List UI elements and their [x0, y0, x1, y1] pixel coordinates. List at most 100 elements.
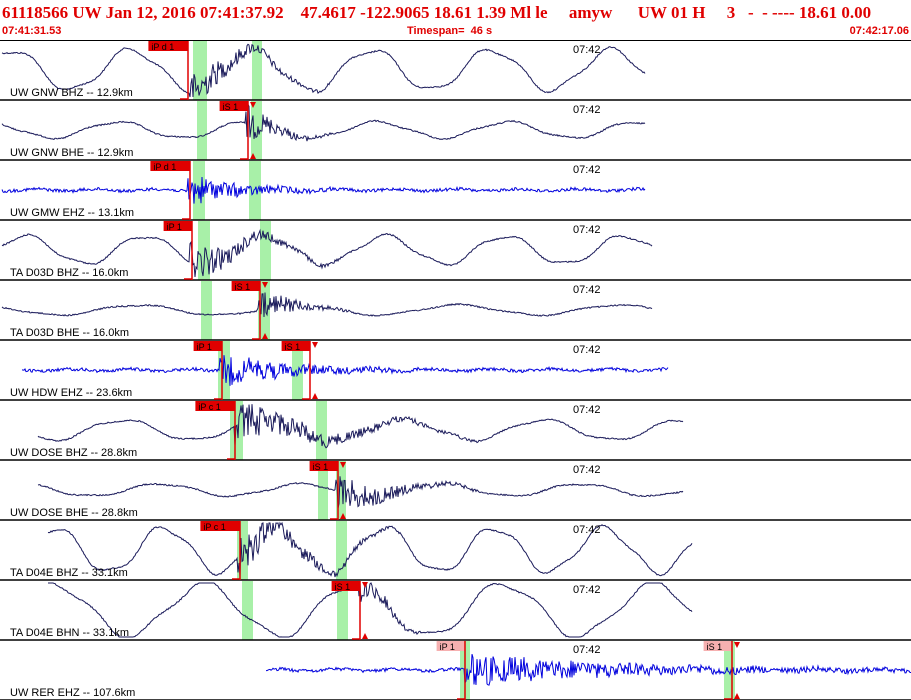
pick-tag: [163, 221, 192, 231]
waveform-trace: [1, 228, 653, 278]
channel-label: UW HDW EHZ -- 23.6km: [10, 387, 132, 399]
pick-tag: [193, 341, 222, 351]
s-pick-marker[interactable]: iS 1: [231, 281, 268, 340]
time-marker: 07:42: [573, 344, 601, 356]
pick-label: iP 1: [167, 222, 182, 232]
channel-row[interactable]: 07:42 iS 1 UW DOSE BHE -- 28.8km: [0, 461, 911, 521]
time-marker: 07:42: [573, 104, 601, 116]
event-header: 61118566 UW Jan 12, 2016 07:41:37.92 47.…: [0, 0, 911, 40]
pick-window: [218, 341, 230, 400]
event-summary: 61118566 UW Jan 12, 2016 07:41:37.92 47.…: [2, 3, 872, 22]
waveform-trace: [47, 521, 693, 578]
pick-tag: [195, 401, 235, 411]
time-marker: 07:42: [573, 44, 601, 56]
pick-tag: [150, 161, 190, 171]
pick-window: [318, 461, 328, 520]
time-marker: 07:42: [573, 584, 601, 596]
triangle-down-icon: [362, 582, 368, 588]
channel-row[interactable]: 07:42 iS 1 TA D03D BHE -- 16.0km: [0, 281, 911, 341]
channel-label: TA D03D BHE -- 16.0km: [10, 327, 129, 339]
pick-window: [197, 101, 207, 160]
waveform-trace: [1, 102, 646, 142]
p-pick-marker[interactable]: iP 1: [193, 341, 223, 400]
pick-label: iS 1: [707, 642, 723, 652]
p-pick-marker[interactable]: iP d 1: [148, 41, 189, 100]
triangle-down-icon: [340, 462, 346, 468]
p-pick-marker[interactable]: iP c 1: [200, 521, 241, 580]
p-pick-marker[interactable]: iP 1: [163, 221, 193, 280]
pick-window: [337, 581, 348, 640]
pick-label: iS 1: [223, 102, 239, 112]
s-pick-marker[interactable]: iS 1: [219, 101, 256, 160]
s-pick-marker[interactable]: iS 1: [331, 581, 368, 640]
triangle-up-icon: [312, 393, 318, 399]
channel-row[interactable]: 07:42 iP d 1 UW GMW EHZ -- 13.1km: [0, 161, 911, 221]
triangle-up-icon: [362, 633, 368, 639]
waveform-trace: [1, 176, 646, 204]
triangle-up-icon: [340, 513, 346, 519]
pick-window: [251, 101, 262, 160]
time-marker: 07:42: [573, 164, 601, 176]
channel-label: UW GMW EHZ -- 13.1km: [10, 207, 134, 219]
pick-window: [242, 581, 253, 640]
channel-row[interactable]: 07:42 iP c 1 TA D04E BHZ -- 33.1km: [0, 521, 911, 581]
channel-label: UW DOSE BHE -- 28.8km: [10, 507, 138, 519]
p-pick-marker[interactable]: iP d 1: [150, 161, 191, 220]
channel-row[interactable]: 07:42 iP 1 TA D03D BHZ -- 16.0km: [0, 221, 911, 281]
channel-label: TA D04E BHZ -- 33.1km: [10, 567, 128, 579]
pick-window: [249, 161, 261, 220]
channel-row[interactable]: 07:42 iP 1 iS 1 UW RER EHZ -- 107.6km: [0, 641, 911, 700]
start-time: 07:41:31.53: [2, 25, 62, 37]
s-pick-marker[interactable]: iS 1: [309, 461, 346, 520]
pick-label: iP c 1: [203, 522, 225, 532]
s-pick-marker[interactable]: iS 1: [281, 341, 318, 400]
channel-label: UW GNW BHE -- 12.9km: [10, 147, 133, 159]
channel-row[interactable]: 07:42 iS 1 TA D04E BHN -- 33.1km: [0, 581, 911, 641]
pick-tag: [309, 461, 338, 471]
channel-label: UW DOSE BHZ -- 28.8km: [10, 447, 137, 459]
pick-tag: [281, 341, 310, 351]
pick-window: [193, 41, 207, 100]
time-marker: 07:42: [573, 284, 601, 296]
pick-window: [237, 521, 248, 580]
channel-row[interactable]: 07:42 iP d 1 UW GNW BHZ -- 12.9km: [0, 41, 911, 101]
time-marker: 07:42: [573, 404, 601, 416]
triangle-down-icon: [262, 282, 268, 288]
pick-window: [316, 401, 327, 460]
waveform-trace: [1, 292, 653, 318]
channel-label: UW RER EHZ -- 107.6km: [10, 687, 135, 699]
timespan: Timespan= 46 s: [407, 25, 493, 37]
waveform-trace: [266, 653, 911, 686]
triangle-up-icon: [734, 693, 740, 699]
triangle-down-icon: [734, 642, 740, 648]
pick-tag: [331, 581, 360, 591]
pick-tag: [148, 41, 188, 51]
pick-window: [201, 281, 212, 340]
triangle-up-icon: [250, 153, 256, 159]
triangle-up-icon: [262, 333, 268, 339]
s-pick-marker[interactable]: iS 1: [703, 641, 740, 700]
channel-row[interactable]: 07:42 iP 1 iS 1 UW HDW EHZ -- 23.6km: [0, 341, 911, 401]
pick-window: [292, 341, 303, 400]
waveform-trace: [37, 404, 684, 449]
pick-tag: [231, 281, 260, 291]
channel-row[interactable]: 07:42 iS 1 UW GNW BHE -- 12.9km: [0, 101, 911, 161]
pick-tag: [219, 101, 248, 111]
channel-label: UW GNW BHZ -- 12.9km: [10, 87, 133, 99]
pick-tag: [200, 521, 240, 531]
channel-row[interactable]: 07:42 iP c 1 UW DOSE BHZ -- 28.8km: [0, 401, 911, 461]
pick-window: [252, 41, 262, 100]
waveform-trace: [48, 582, 693, 638]
triangle-down-icon: [250, 102, 256, 108]
pick-label: iP d 1: [151, 42, 174, 52]
pick-label: iP 1: [440, 642, 455, 652]
time-marker: 07:42: [573, 644, 601, 656]
p-pick-marker[interactable]: iP 1: [436, 641, 466, 700]
waveform-trace: [21, 355, 669, 386]
time-marker: 07:42: [573, 464, 601, 476]
channel-label: TA D03D BHZ -- 16.0km: [10, 267, 128, 279]
time-marker: 07:42: [573, 524, 601, 536]
seismogram-panel[interactable]: 07:42 iP d 1 UW GNW BHZ -- 12.9km 07:42 iS 1…: [0, 40, 911, 700]
pick-label: iP d 1: [153, 162, 176, 172]
p-pick-marker[interactable]: iP c 1: [195, 401, 236, 460]
